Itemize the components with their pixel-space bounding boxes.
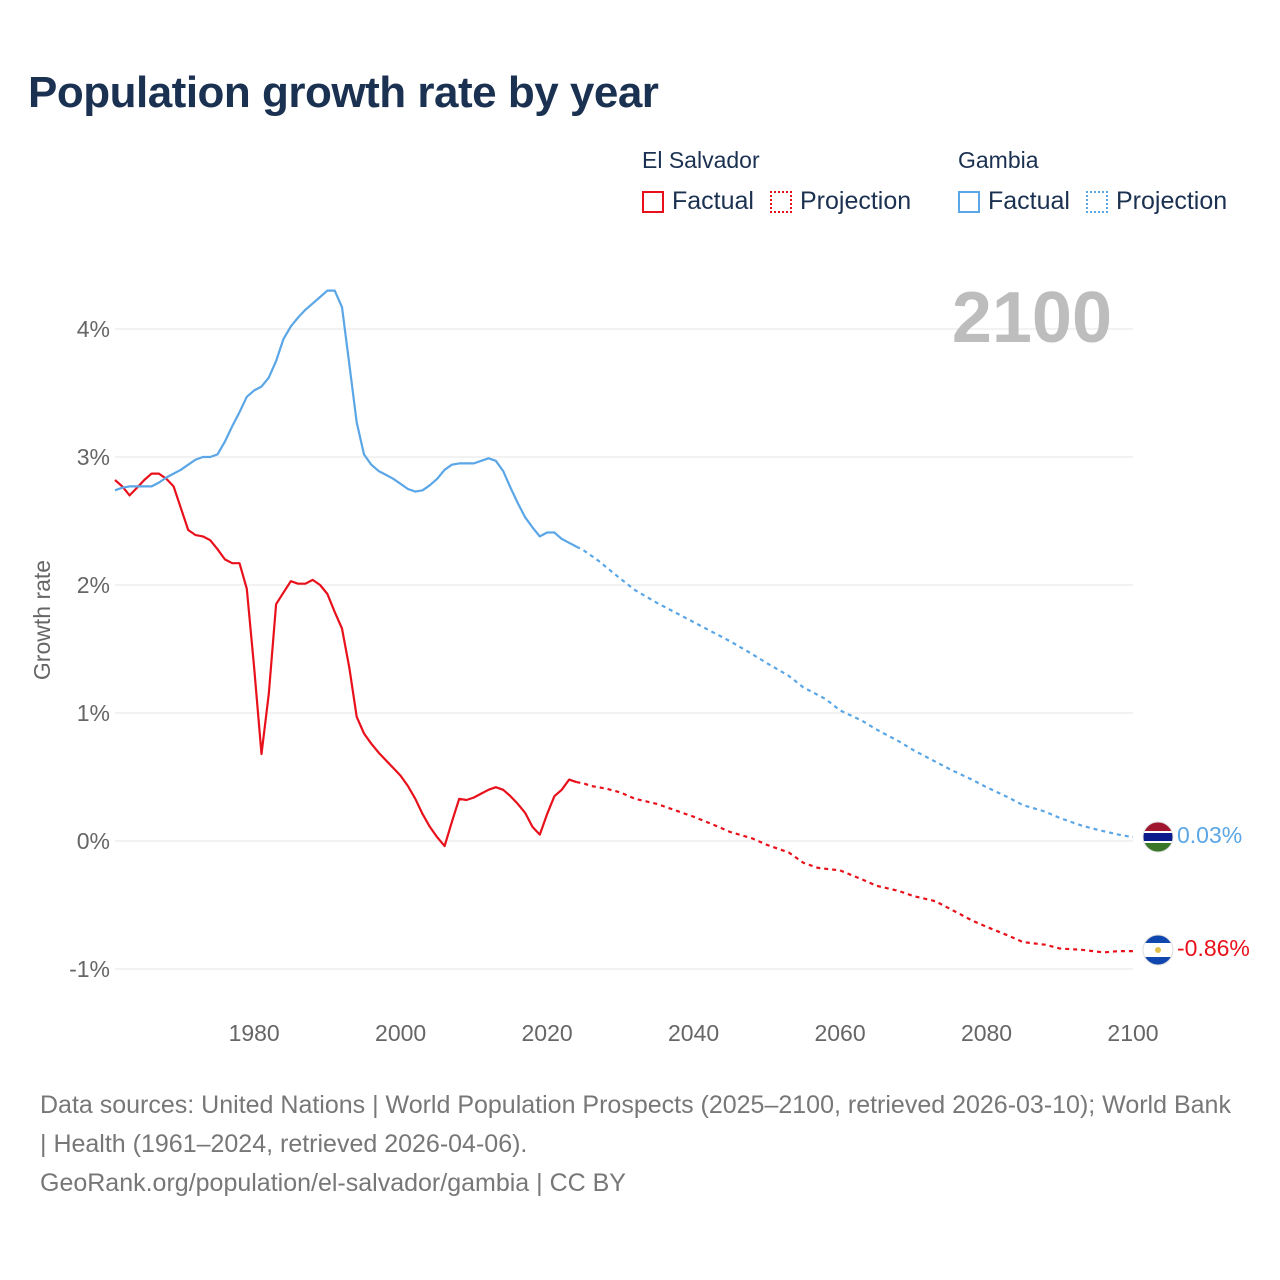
y-axis-title: Growth rate [29,560,55,680]
legend-swatch-dotted [1085,190,1108,213]
el-salvador-factual-line[interactable] [114,472,577,848]
chart-title: Population growth rate by year [28,68,659,117]
y-tick-label: 4% [77,316,110,342]
x-tick-label: 2000 [375,1020,426,1046]
x-tick-label: 2080 [961,1020,1012,1046]
x-tick-label: 1980 [229,1020,280,1046]
legend-swatch-solid [642,190,664,213]
y-tick-label: 0% [77,828,110,854]
x-tick-label: 2020 [522,1020,573,1046]
x-tick-label: 2100 [1107,1020,1158,1046]
x-tick-label: 2060 [814,1020,865,1046]
gambia-flag-icon [1142,821,1174,853]
line-chart: -1% 0% 1% 2% 3% 4% 1980 2000 2020 2040 2060 2080 21… [29,278,1250,1046]
el-salvador-end-value-label: -0.86% [1177,935,1250,961]
legend-label-factual: Factual [988,187,1070,215]
legend-item-el-salvador-factual[interactable]: Factual [642,187,754,216]
y-tick-label: -1% [69,956,110,982]
legend-label-projection: Projection [1115,187,1228,215]
legend-country-label: Gambia [958,147,1039,173]
current-year-label: 2100 [952,278,1112,358]
legend-label-projection: Projection [799,187,912,215]
gambia-end-value-label: 0.03% [1177,822,1242,848]
legend-swatch-solid [958,190,980,213]
gambia-projection-line[interactable] [575,545,1134,839]
data-sources-text: Data sources: United Nations | World Pop… [40,1091,1231,1158]
gambia-factual-line[interactable] [114,289,577,548]
legend-item-gambia-projection[interactable]: Projection [1085,187,1228,216]
legend-group-el-salvador: El Salvador Factual Projection [642,145,927,216]
legend-item-gambia-factual[interactable]: Factual [958,187,1070,216]
legend-group-gambia: Gambia Factual Projection [958,145,1243,216]
y-tick-label: 3% [77,444,110,470]
legend-item-el-salvador-projection[interactable]: Projection [769,187,912,216]
el-salvador-projection-line[interactable] [576,781,1133,954]
y-tick-label: 2% [77,572,110,598]
el-salvador-flag-icon [1142,934,1174,966]
legend-country-label: El Salvador [642,147,760,173]
x-tick-label: 2040 [668,1020,719,1046]
y-tick-label: 1% [77,700,110,726]
footer: Data sources: United Nations | World Pop… [40,1086,1240,1203]
credit-link[interactable]: GeoRank.org/population/el-salvador/gambi… [40,1169,626,1197]
legend-swatch-dotted [769,190,792,213]
legend-label-factual: Factual [672,187,754,215]
